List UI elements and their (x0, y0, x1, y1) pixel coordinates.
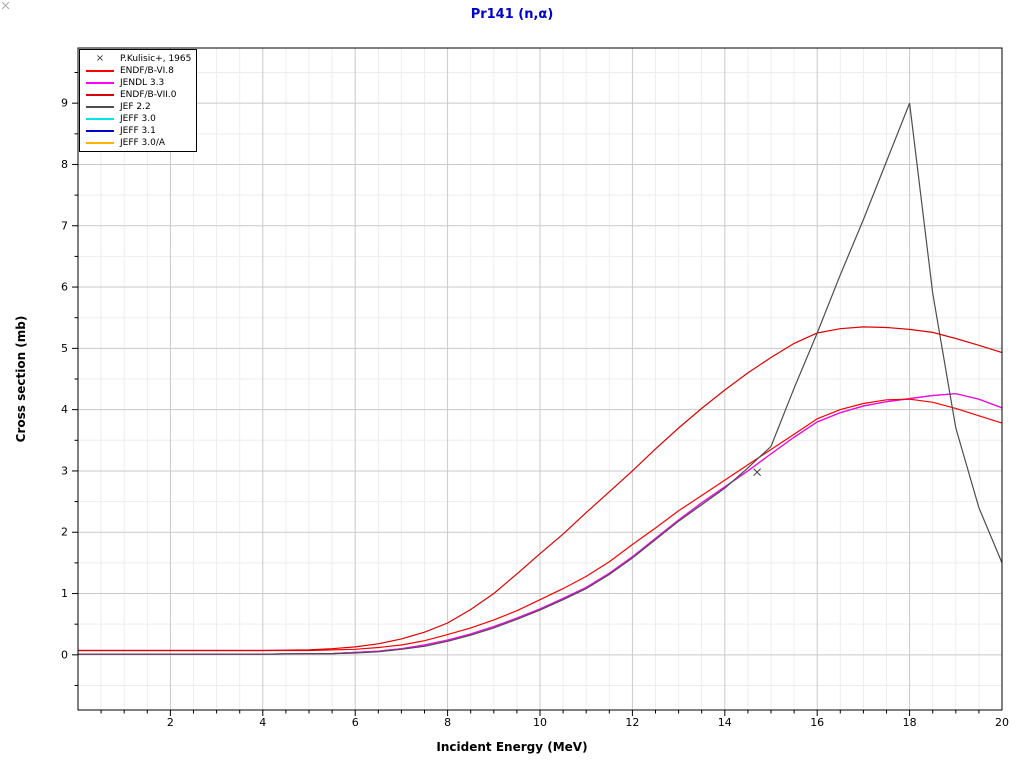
legend-item-p-kulisic-1965: × P.Kulisic+, 1965 (80, 53, 196, 65)
legend-item-jendl-3-3: JENDL 3.3 (80, 77, 196, 89)
legend-item-endf-b-vi-8: ENDF/B-VI.8 (80, 65, 196, 77)
legend-line-swatch (80, 82, 120, 84)
y-tick-label: 5 (61, 342, 68, 355)
y-tick-label: 0 (61, 648, 68, 661)
legend-label: ENDF/B-VI.8 (120, 66, 174, 76)
series-endf-b-vi-8 (78, 398, 1003, 652)
legend-line-swatch (80, 106, 120, 108)
x-tick-label: 8 (444, 716, 451, 729)
legend-label: ENDF/B-VII.0 (120, 90, 177, 100)
legend-line-swatch (80, 130, 120, 132)
legend-item-jeff-3-0-a: JEFF 3.0/A (80, 137, 196, 149)
y-tick-label: 3 (61, 464, 68, 477)
y-axis-label: Cross section (mb) (14, 315, 28, 443)
x-tick-label: 16 (810, 716, 824, 729)
legend-label: JEF 2.2 (120, 102, 151, 112)
x-tick-label: 2 (167, 716, 174, 729)
y-tick-label: 9 (61, 97, 68, 110)
legend-item-jeff-3-1: JEFF 3.1 (80, 125, 196, 137)
y-tick-label: 2 (61, 526, 68, 539)
y-tick-label: 6 (61, 281, 68, 294)
series-jef-2-2 (78, 102, 1003, 655)
y-tick-label: 7 (61, 219, 68, 232)
x-tick-label: 6 (352, 716, 359, 729)
x-tick-label: 20 (995, 716, 1009, 729)
legend-box: × P.Kulisic+, 1965 ENDF/B-VI.8 JENDL 3.3 END… (79, 49, 197, 152)
legend-item-jef-2-2: JEF 2.2 (80, 101, 196, 113)
legend-label: JEFF 3.0/A (120, 138, 166, 148)
legend-label: JEFF 3.1 (120, 126, 156, 136)
x-tick-label: 14 (718, 716, 732, 729)
legend-label: P.Kulisic+, 1965 (120, 54, 192, 64)
legend-item-jeff-3-0: JEFF 3.0 (80, 113, 196, 125)
legend-line-swatch (80, 118, 120, 120)
y-tick-label: 4 (61, 403, 68, 416)
data-point-x-marker (753, 468, 761, 477)
chart-title: Pr141 (n,α) (470, 7, 554, 22)
legend-line-swatch (80, 94, 120, 96)
x-axis-label: Incident Energy (MeV) (436, 740, 588, 754)
x-tick-label: 12 (625, 716, 639, 729)
corner-artifact-icon (1, 1, 10, 10)
legend-line-swatch (80, 70, 120, 72)
y-tick-label: 1 (61, 587, 68, 600)
x-tick-label: 4 (259, 716, 266, 729)
series-endf-b-vii-0 (78, 326, 1003, 652)
x-tick-label: 18 (903, 716, 917, 729)
x-tick-label: 10 (533, 716, 547, 729)
legend-item-endf-b-vii-0: ENDF/B-VII.0 (80, 89, 196, 101)
legend-line-swatch (80, 142, 120, 144)
legend-x-marker-icon: × (95, 53, 105, 64)
legend-label: JENDL 3.3 (120, 78, 165, 88)
y-tick-label: 8 (61, 158, 68, 171)
legend-label: JEFF 3.0 (120, 114, 156, 124)
